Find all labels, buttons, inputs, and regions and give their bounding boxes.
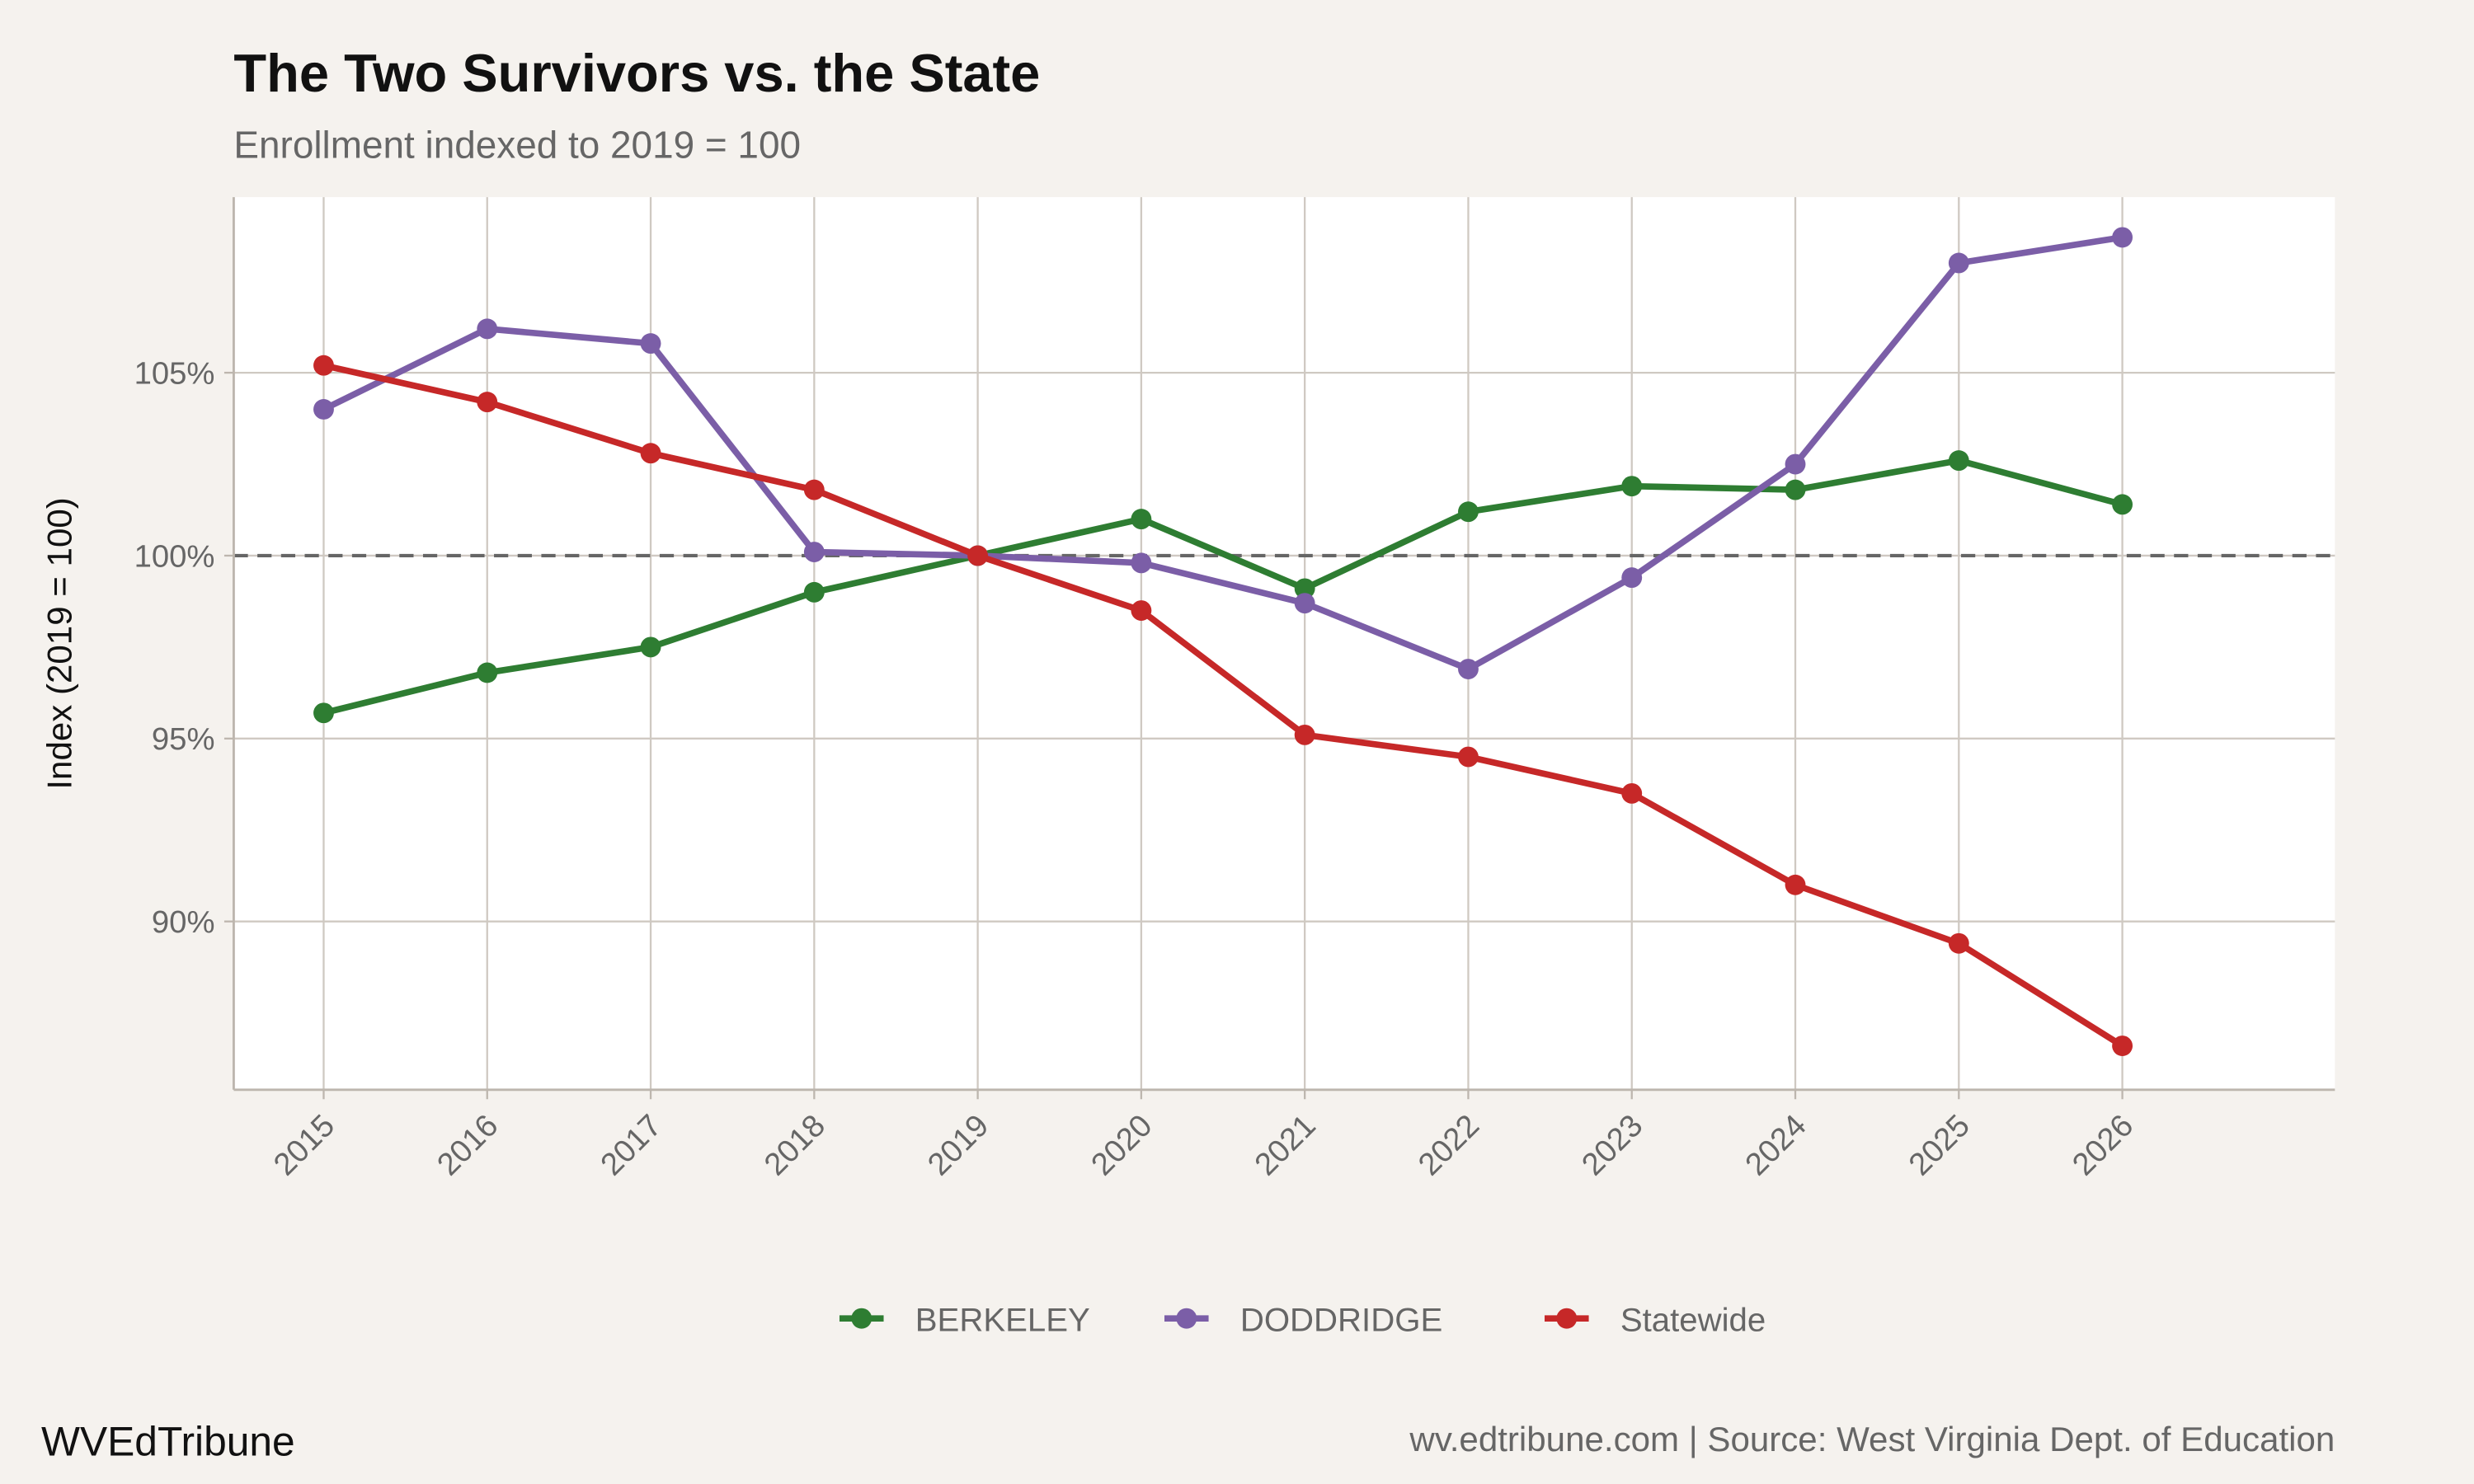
data-point-berkeley — [803, 581, 825, 603]
data-point-berkeley — [640, 636, 661, 658]
x-tick-label: 2015 — [267, 1108, 342, 1183]
data-point-doddridge — [1294, 593, 1315, 614]
series-line-statewide — [322, 362, 2124, 1049]
data-point-statewide — [1948, 932, 1969, 954]
x-tick-label: 2023 — [1575, 1108, 1650, 1183]
legend-label-statewide: Statewide — [1620, 1301, 1766, 1338]
plot-panel — [233, 197, 2335, 1090]
y-tick-label: 95% — [152, 721, 215, 757]
legend: BERKELEY DODDRIDGE Statewide — [839, 1301, 1766, 1338]
footer-brand: WVEdTribune — [41, 1419, 295, 1465]
data-point-doddridge — [1131, 552, 1152, 574]
data-point-statewide — [1621, 782, 1643, 804]
legend-label-doddridge: DODDRIDGE — [1240, 1301, 1442, 1338]
legend-marker-doddridge — [1176, 1308, 1197, 1329]
data-point-doddridge — [1948, 252, 1969, 274]
data-point-berkeley — [313, 702, 334, 724]
data-point-statewide — [640, 443, 661, 464]
data-point-statewide — [313, 355, 334, 376]
series-line-berkeley — [322, 457, 2124, 716]
chart-title: The Two Survivors vs. the State — [233, 43, 1040, 103]
data-point-berkeley — [1785, 479, 1806, 500]
data-point-doddridge — [1621, 567, 1643, 589]
data-point-berkeley — [1948, 450, 1969, 472]
data-point-doddridge — [803, 542, 825, 562]
data-point-berkeley — [1458, 501, 1479, 523]
x-tick-label: 2016 — [430, 1108, 506, 1183]
data-point-doddridge — [1458, 659, 1479, 679]
data-point-doddridge — [640, 333, 661, 355]
data-point-berkeley — [2112, 494, 2133, 515]
data-point-doddridge — [1785, 453, 1806, 475]
data-point-statewide — [967, 545, 989, 566]
x-tick-label: 2022 — [1412, 1108, 1487, 1183]
y-tick-label: 100% — [134, 538, 215, 574]
data-point-doddridge — [477, 318, 498, 340]
x-tick-label: 2025 — [1902, 1108, 1977, 1183]
series-line-doddridge — [322, 234, 2124, 673]
data-point-statewide — [477, 392, 498, 413]
x-tick-label: 2018 — [757, 1108, 832, 1183]
x-tick-label: 2021 — [1248, 1108, 1323, 1183]
data-point-statewide — [1131, 600, 1152, 621]
y-tick-label: 105% — [134, 355, 215, 391]
x-tick-label: 2024 — [1738, 1108, 1813, 1183]
data-point-statewide — [2112, 1036, 2133, 1056]
legend-marker-berkeley — [851, 1308, 872, 1329]
data-point-statewide — [803, 479, 825, 500]
y-tick-label: 90% — [152, 904, 215, 940]
data-point-statewide — [1458, 746, 1479, 768]
chart-subtitle: Enrollment indexed to 2019 = 100 — [233, 123, 801, 166]
x-tick-label: 2026 — [2066, 1108, 2141, 1183]
series — [313, 227, 2133, 1056]
data-point-berkeley — [1131, 509, 1152, 530]
data-point-berkeley — [1294, 578, 1315, 599]
data-point-doddridge — [2112, 227, 2133, 248]
data-point-doddridge — [313, 399, 334, 420]
data-point-berkeley — [1621, 476, 1643, 497]
x-tick-label: 2017 — [594, 1108, 669, 1183]
data-point-berkeley — [477, 662, 498, 683]
data-point-statewide — [1785, 874, 1806, 895]
legend-label-berkeley: BERKELEY — [915, 1301, 1090, 1338]
y-axis-label: Index (2019 = 100) — [40, 497, 78, 789]
x-tick-label: 2019 — [921, 1108, 996, 1183]
x-tick-label: 2020 — [1084, 1108, 1159, 1183]
data-point-statewide — [1294, 724, 1315, 745]
footer-source: wv.edtribune.com | Source: West Virginia… — [1409, 1420, 2335, 1458]
grid — [233, 197, 2335, 1090]
legend-marker-statewide — [1556, 1308, 1578, 1329]
